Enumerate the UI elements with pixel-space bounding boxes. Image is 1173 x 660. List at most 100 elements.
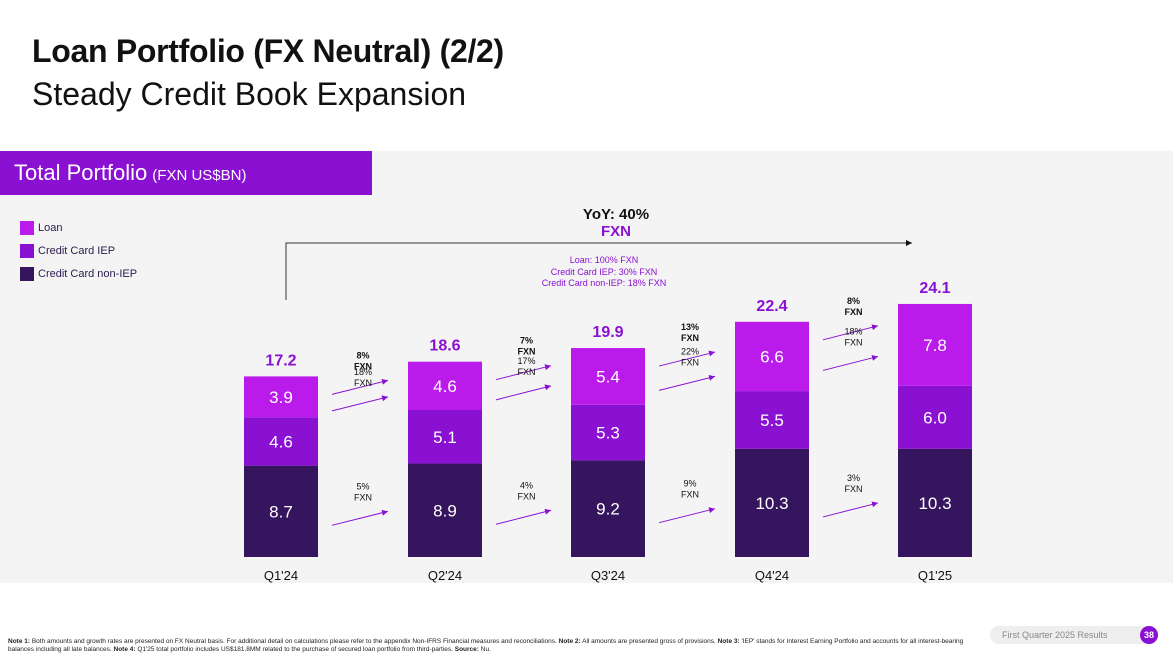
footnote-source-label: Source: xyxy=(454,646,479,653)
x-tick-label-2: Q2'24 xyxy=(428,568,462,583)
bar-value-loan-1: 3.9 xyxy=(269,388,293,407)
bar-value-credit-card-non-iep-5: 10.3 xyxy=(918,494,951,513)
growth-label-non-iep-2: 4% xyxy=(520,480,533,490)
footnote-note4: Q1'25 total portfolio includes US$181.8M… xyxy=(135,646,455,653)
yoy-breakdown-credit-card-iep: Credit Card IEP: 30% FXN xyxy=(550,266,658,277)
growth-basis-non-iep-3: FXN xyxy=(681,490,699,500)
growth-basis-total-1: FXN xyxy=(354,361,372,371)
legend: Loan Credit Card IEP Credit Card non-IEP xyxy=(20,220,137,289)
growth-arrow-loan-3 xyxy=(658,374,716,391)
bar-value-credit-card-non-iep-2: 8.9 xyxy=(433,501,457,520)
growth-arrow-non-iep-2 xyxy=(495,508,552,525)
page-title: Loan Portfolio (FX Neutral) (2/2) xyxy=(32,33,504,69)
growth-label-total-4: 8% xyxy=(847,296,860,306)
legend-label-credit-card-non-iep: Credit Card non-IEP xyxy=(38,268,138,280)
footer-label: First Quarter 2025 Results xyxy=(990,626,1158,644)
x-tick-label-4: Q4'24 xyxy=(755,568,789,583)
growth-label-loan-1: 18% xyxy=(354,367,372,377)
growth-arrow-non-iep-3 xyxy=(658,507,716,524)
legend-label-loan: Loan xyxy=(38,222,63,234)
bar-value-credit-card-non-iep-4: 10.3 xyxy=(755,494,788,513)
footnote-note1: Both amounts and growth rates are presen… xyxy=(30,638,559,645)
bar-value-credit-card-non-iep-3: 9.2 xyxy=(596,500,620,519)
yoy-growth-basis: FXN xyxy=(601,223,631,240)
growth-basis-total-4: FXN xyxy=(845,307,863,317)
bar-loan-2 xyxy=(408,361,482,410)
growth-arrow-loan-2 xyxy=(495,384,552,401)
section-title: Total Portfolio xyxy=(14,160,148,185)
growth-label-non-iep-4: 3% xyxy=(847,473,860,483)
growth-label-non-iep-1: 5% xyxy=(356,481,369,491)
bar-total-3: 19.9 xyxy=(592,324,623,341)
legend-item-credit-card-non-iep: Credit Card non-IEP xyxy=(20,266,137,282)
footnote-note2-label: Note 2: xyxy=(558,638,581,645)
section-unit: (FXN US$BN) xyxy=(152,166,247,184)
growth-label-loan-2: 17% xyxy=(517,356,535,366)
bar-loan-5 xyxy=(898,303,972,386)
legend-item-loan: Loan xyxy=(20,220,137,236)
bar-value-loan-2: 4.6 xyxy=(433,377,457,396)
bar-total-5: 24.1 xyxy=(919,280,950,297)
bar-total-2: 18.6 xyxy=(429,338,460,355)
growth-label-loan-4: 18% xyxy=(844,326,862,336)
growth-arrow-non-iep-4 xyxy=(822,501,879,518)
legend-swatch-credit-card-non-iep xyxy=(20,267,34,281)
growth-arrow-non-iep-1 xyxy=(331,509,389,526)
bar-credit-card-iep-2 xyxy=(408,410,482,464)
yoy-breakdown-loan: Loan: 100% FXN xyxy=(569,255,639,265)
footnote-note2: All amounts are presented gross of provi… xyxy=(580,638,718,645)
yoy-bracket-line xyxy=(285,240,912,300)
x-tick-label-1: Q1'24 xyxy=(264,568,298,583)
bar-credit-card-iep-1 xyxy=(244,417,318,466)
legend-label-credit-card-iep: Credit Card IEP xyxy=(38,245,116,257)
growth-basis-loan-2: FXN xyxy=(518,367,536,377)
legend-item-credit-card-iep: Credit Card IEP xyxy=(20,243,137,259)
bar-value-credit-card-non-iep-1: 8.7 xyxy=(269,502,293,521)
footnote: Note 1: Both amounts and growth rates ar… xyxy=(8,638,973,654)
bar-value-credit-card-iep-1: 4.6 xyxy=(269,433,293,452)
page-subtitle: Steady Credit Book Expansion xyxy=(32,76,467,112)
growth-basis-loan-3: FXN xyxy=(681,357,699,367)
bar-value-credit-card-iep-4: 5.5 xyxy=(760,411,784,430)
bar-value-loan-5: 7.8 xyxy=(923,336,947,355)
bar-credit-card-iep-3 xyxy=(571,404,645,461)
bar-value-credit-card-iep-3: 5.3 xyxy=(596,424,620,443)
bar-credit-card-non-iep-4 xyxy=(735,448,809,557)
growth-label-non-iep-3: 9% xyxy=(683,479,696,489)
footnote-source: Nu. xyxy=(478,646,491,653)
growth-arrow-total-4 xyxy=(822,324,879,341)
yoy-breakdown: Loan: 100% FXN Credit Card IEP: 30% FXN … xyxy=(500,255,708,290)
section-header: Total Portfolio (FXN US$BN) xyxy=(0,151,372,195)
x-tick-label-5: Q1'25 xyxy=(918,568,952,583)
bar-credit-card-non-iep-2 xyxy=(408,463,482,557)
bar-credit-card-non-iep-3 xyxy=(571,460,645,557)
growth-arrow-total-1 xyxy=(331,378,389,395)
footnote-note1-label: Note 1: xyxy=(8,638,31,645)
bar-credit-card-iep-4 xyxy=(735,391,809,449)
bar-total-1: 17.2 xyxy=(265,352,296,369)
bar-loan-3 xyxy=(571,348,645,405)
growth-basis-total-3: FXN xyxy=(681,333,699,343)
bar-value-credit-card-iep-2: 5.1 xyxy=(433,428,457,447)
bar-loan-1 xyxy=(244,376,318,418)
bar-value-loan-3: 5.4 xyxy=(596,367,620,386)
growth-label-total-1: 8% xyxy=(356,350,369,360)
growth-label-total-3: 13% xyxy=(681,322,699,332)
growth-basis-non-iep-1: FXN xyxy=(354,492,372,502)
growth-arrow-total-2 xyxy=(495,364,552,381)
growth-label-loan-3: 22% xyxy=(681,346,699,356)
growth-basis-non-iep-2: FXN xyxy=(518,491,536,501)
legend-swatch-credit-card-iep xyxy=(20,244,34,258)
footnote-note3-label: Note 3: xyxy=(717,638,740,645)
bar-total-4: 22.4 xyxy=(756,298,787,315)
growth-basis-non-iep-4: FXN xyxy=(845,484,863,494)
growth-arrow-loan-4 xyxy=(822,355,879,371)
yoy-breakdown-credit-card-non-iep: Credit Card non-IEP: 18% FXN xyxy=(541,278,667,288)
x-tick-label-3: Q3'24 xyxy=(591,568,625,583)
bar-credit-card-non-iep-5 xyxy=(898,448,972,557)
bar-loan-4 xyxy=(735,321,809,392)
footnote-note4-label: Note 4: xyxy=(113,646,136,653)
yoy-growth: YoY: 40% FXN xyxy=(560,206,672,240)
footnote-note3: 'IEP' stands for Interest Earning Portfo… xyxy=(8,638,964,653)
